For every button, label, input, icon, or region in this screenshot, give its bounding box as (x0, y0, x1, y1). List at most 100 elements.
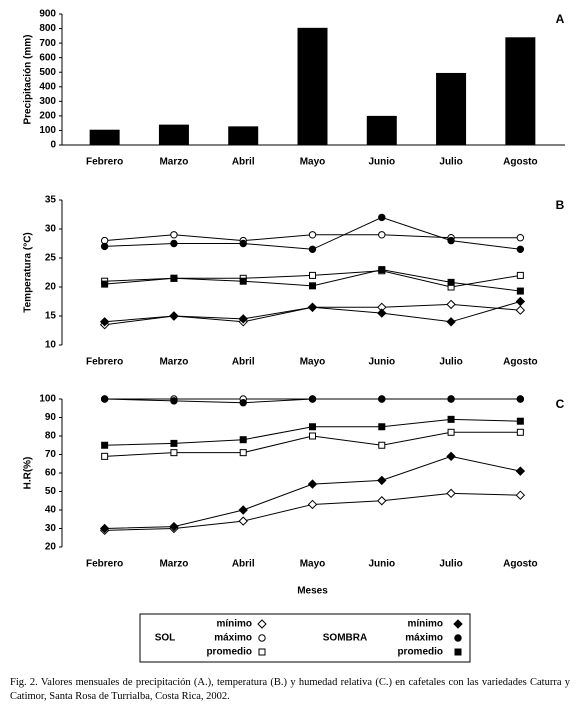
x-tick-label: Julio (439, 357, 462, 368)
series-line (104, 492, 521, 531)
y-tick-label: 0 (50, 140, 56, 151)
marker (170, 449, 178, 457)
y-tick-label: 500 (39, 67, 56, 78)
marker (378, 231, 386, 239)
y-tick-label: 40 (45, 505, 57, 516)
marker (378, 213, 386, 222)
x-tick-label: Marzo (159, 157, 188, 168)
legend-label: promedio (397, 647, 443, 658)
x-tick-label: Agosto (503, 559, 537, 570)
marker (170, 439, 178, 447)
y-tick-label: 35 (45, 195, 57, 206)
bar (89, 129, 120, 145)
marker (447, 415, 455, 423)
x-tick-label: Julio (439, 157, 462, 168)
x-tick-label: Abril (232, 357, 255, 368)
marker (516, 271, 524, 279)
marker (100, 395, 109, 403)
y-tick-label: 30 (45, 523, 57, 534)
bar (158, 124, 189, 145)
bar (505, 37, 536, 145)
y-tick-label: 800 (39, 23, 56, 34)
x-tick-label: Junio (368, 559, 395, 570)
legend-group-label: SOMBRA (323, 633, 367, 644)
marker (99, 523, 110, 534)
y-tick-label: 90 (45, 412, 57, 423)
marker (446, 317, 456, 327)
y-axis-label: Precipitación (mm) (23, 34, 34, 124)
legend-label: promedio (206, 647, 252, 658)
marker (377, 308, 387, 318)
x-tick-label: Julio (439, 559, 462, 570)
marker (309, 282, 316, 290)
marker (516, 245, 525, 254)
y-tick-label: 80 (45, 431, 57, 442)
legend-marker (454, 648, 462, 656)
marker (378, 395, 386, 403)
marker (516, 287, 524, 295)
legend-marker (258, 648, 266, 656)
y-tick-label: 400 (39, 81, 56, 92)
marker (447, 236, 455, 245)
marker (309, 271, 316, 279)
x-tick-label: Mayo (300, 357, 326, 368)
y-tick-label: 20 (45, 542, 57, 553)
x-axis-label: Meses (297, 586, 328, 597)
marker (307, 499, 318, 510)
legend-marker (453, 619, 463, 629)
marker (239, 277, 247, 285)
marker (170, 274, 178, 282)
marker (515, 490, 526, 500)
x-tick-label: Junio (368, 357, 395, 368)
bar (228, 126, 259, 145)
legend-marker (258, 634, 266, 642)
marker (516, 234, 525, 242)
x-tick-label: Agosto (503, 357, 537, 368)
marker (309, 423, 316, 431)
marker (378, 423, 386, 431)
y-tick-label: 25 (45, 253, 57, 264)
caption: Fig. 2. Valores mensuales de precipitaci… (10, 677, 570, 702)
marker (101, 280, 109, 288)
panel-label: A (556, 12, 565, 26)
marker (516, 395, 525, 403)
y-tick-label: 10 (45, 340, 57, 351)
marker (515, 296, 526, 307)
marker (169, 311, 179, 321)
x-tick-label: Agosto (503, 157, 537, 168)
marker (239, 436, 247, 444)
marker (307, 302, 318, 313)
y-tick-label: 60 (45, 468, 57, 479)
marker (99, 317, 110, 327)
legend-marker (454, 634, 462, 642)
x-tick-label: Marzo (159, 559, 188, 570)
y-axis-label: H.R(%) (23, 457, 34, 490)
marker (446, 451, 456, 462)
x-tick-label: Mayo (300, 157, 326, 168)
legend-box (139, 613, 471, 663)
marker (169, 521, 179, 532)
y-tick-label: 50 (45, 486, 57, 497)
marker (170, 239, 178, 248)
legend-label: máximo (214, 633, 252, 644)
marker (238, 516, 248, 526)
marker (378, 441, 386, 449)
marker (516, 417, 524, 425)
bar (366, 115, 397, 145)
marker (308, 245, 317, 254)
legend-marker (257, 619, 267, 629)
marker (308, 395, 317, 403)
y-tick-label: 15 (45, 311, 57, 322)
y-tick-label: 900 (39, 9, 56, 20)
y-axis-label: Temperatura (°C) (23, 232, 34, 313)
y-tick-label: 700 (39, 38, 56, 49)
y-tick-label: 600 (39, 52, 56, 63)
marker (100, 242, 109, 251)
marker (101, 441, 109, 449)
marker (239, 449, 247, 457)
marker (238, 505, 248, 515)
marker (446, 488, 456, 499)
chart: 0 100 200 300 400 500 600 700 800 900 A Precipitaci… (23, 9, 565, 663)
marker (515, 305, 526, 315)
panel-label: B (556, 198, 565, 212)
